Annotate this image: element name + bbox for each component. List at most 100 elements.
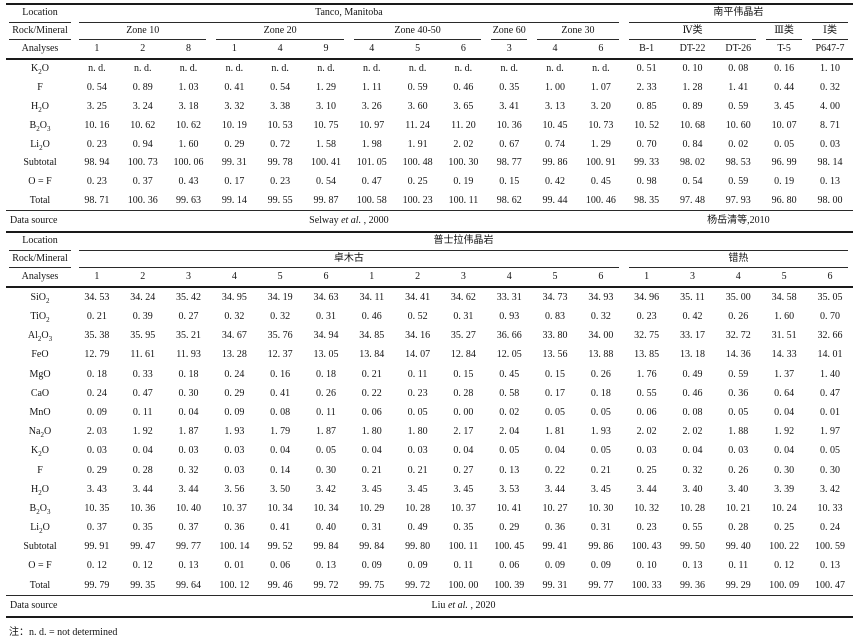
value-cell: 0. 58 — [499, 387, 520, 399]
value-cell: 0. 09 — [224, 406, 245, 418]
value-cell: 3. 60 — [407, 100, 428, 112]
value-cell: 0. 54 — [315, 176, 336, 188]
value-cell: 10. 35 — [84, 502, 110, 514]
value-cell: 0. 03 — [820, 138, 840, 150]
value-cell: 0. 49 — [407, 522, 428, 534]
value-cell: 100. 39 — [486, 576, 533, 597]
zone-group-header: Zone 10 — [74, 23, 211, 40]
value-cell: n. d. — [88, 63, 106, 75]
analysis-column-header: 3 — [486, 40, 533, 60]
analysis-column-header: DT-22 — [669, 40, 716, 60]
value-cell: 11. 20 — [451, 119, 476, 131]
zone-group-header: Zone 20 — [211, 23, 348, 40]
value-cell: n. d. — [500, 63, 518, 75]
value-cell: 2. 04 — [499, 426, 520, 438]
value-cell: 34. 95 — [221, 291, 247, 303]
value-cell: 34. 96 — [634, 291, 660, 303]
oxide-row-label: Li2O — [30, 138, 50, 152]
value-cell: 0. 05 — [590, 406, 611, 418]
value-cell: 0. 47 — [820, 387, 840, 399]
value-cell: 100. 09 — [761, 576, 807, 597]
value-cell: 99. 72 — [394, 576, 441, 597]
value-cell: 0. 47 — [361, 176, 382, 188]
value-cell: 32. 66 — [817, 330, 843, 342]
value-cell: 0. 74 — [545, 138, 566, 150]
source-citation: Liu et al. , 2020 — [431, 599, 496, 611]
value-cell: 0. 27 — [178, 311, 199, 323]
value-cell: 0. 28 — [453, 387, 474, 399]
value-cell: 3. 44 — [132, 483, 153, 495]
value-cell: 34. 63 — [313, 291, 339, 303]
value-cell: 0. 06 — [361, 406, 382, 418]
value-cell: 10. 68 — [679, 119, 705, 131]
value-cell: 99. 77 — [577, 576, 624, 597]
value-cell: n. d. — [225, 63, 244, 75]
value-cell: 10. 28 — [405, 502, 431, 514]
value-cell: 10. 36 — [496, 119, 522, 131]
source-citation: Selway et al. , 2000 — [309, 214, 389, 226]
analysis-column-header: 2 — [119, 268, 166, 289]
analysis-column-header: 5 — [394, 40, 441, 60]
value-cell: 11. 24 — [405, 119, 430, 131]
analysis-column-header: 3 — [165, 268, 212, 289]
value-cell: 0. 09 — [545, 560, 566, 572]
value-cell: 100. 33 — [623, 576, 670, 597]
value-cell: 0. 42 — [682, 311, 703, 323]
value-cell: 1. 00 — [545, 82, 566, 94]
value-cell: 10. 34 — [313, 502, 339, 514]
value-cell: 0. 05 — [590, 445, 611, 457]
value-cell: 0. 15 — [545, 368, 566, 380]
value-cell: 13. 05 — [313, 349, 339, 361]
location-row: Location 普士拉伟晶岩 — [6, 233, 853, 251]
oxide-row: Total 98. 71 100. 36 99. 63 99. 14 99. 55 99. … — [6, 191, 853, 212]
value-cell: 99. 47 — [130, 541, 156, 553]
location-group-header: 普士拉伟晶岩 — [74, 233, 853, 251]
table-footnote: 注：n. d. = not determined — [9, 627, 118, 638]
value-cell: 10. 16 — [84, 119, 110, 131]
value-cell: 34. 11 — [359, 291, 385, 303]
value-cell: 34. 73 — [542, 291, 568, 303]
value-cell: 100. 11 — [448, 541, 479, 553]
value-cell: 0. 18 — [178, 368, 199, 380]
analysis-column-header: 4 — [715, 268, 762, 289]
value-cell: 35. 11 — [680, 291, 705, 303]
value-cell: 13. 85 — [634, 349, 660, 361]
value-cell: 0. 26 — [590, 368, 611, 380]
value-cell: 0. 19 — [453, 176, 474, 188]
location-label: Location — [6, 4, 74, 23]
value-cell: 1. 40 — [820, 368, 840, 380]
value-cell: 0. 85 — [636, 100, 657, 112]
value-cell: 3. 45 — [407, 483, 428, 495]
value-cell: 3. 40 — [682, 483, 703, 495]
value-cell: 0. 03 — [178, 445, 199, 457]
value-cell: 1. 97 — [820, 426, 840, 438]
value-cell: 0. 00 — [453, 406, 474, 418]
value-cell: 10. 41 — [496, 502, 522, 514]
value-cell: 10. 07 — [771, 119, 797, 131]
value-cell: 0. 03 — [224, 464, 245, 476]
oxide-row: H2O 3. 43 3. 44 3. 44 3. 56 3. 50 3. 42 3. 45 3.… — [6, 480, 853, 499]
value-cell: 0. 30 — [315, 464, 336, 476]
value-cell: 13. 56 — [542, 349, 568, 361]
rock-mineral-row: Rock/Mineral Zone 10 Zone 20 Zone 40-50 Zone… — [6, 23, 853, 40]
value-cell: 96. 99 — [771, 157, 797, 169]
value-cell: 0. 05 — [545, 406, 566, 418]
value-cell: 0. 89 — [132, 82, 153, 94]
value-cell: 3. 50 — [270, 483, 291, 495]
value-cell: 0. 70 — [636, 138, 657, 150]
value-cell: 1. 60 — [178, 138, 199, 150]
value-cell: 1. 79 — [270, 426, 291, 438]
analysis-column-header: 6 — [303, 268, 349, 289]
value-cell: 3. 43 — [86, 483, 107, 495]
value-cell: 10. 97 — [359, 119, 385, 131]
value-cell: 0. 09 — [590, 560, 611, 572]
value-cell: 0. 13 — [820, 176, 840, 188]
analysis-column-header: 2 — [394, 268, 441, 289]
value-cell: 2. 17 — [453, 426, 474, 438]
value-cell: 10. 19 — [221, 119, 247, 131]
value-cell: 0. 94 — [132, 138, 153, 150]
zone-group-header: Ⅰ类 — [807, 23, 853, 40]
oxide-row-label: O = F — [28, 176, 52, 188]
value-cell: 0. 26 — [728, 464, 749, 476]
